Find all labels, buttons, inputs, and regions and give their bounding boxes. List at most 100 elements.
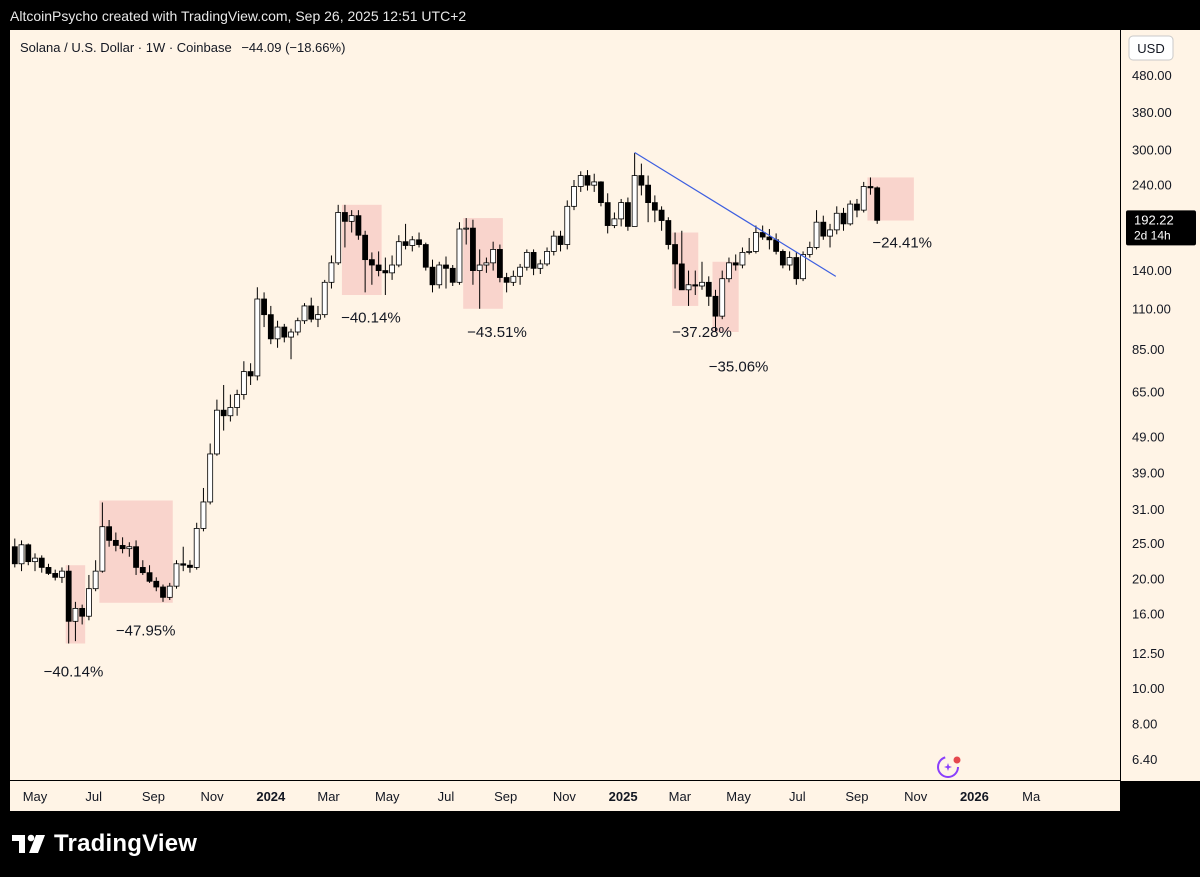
candle-down[interactable]: [503, 277, 510, 283]
candle-up[interactable]: [227, 407, 234, 417]
candle-up[interactable]: [126, 546, 133, 550]
candle-down[interactable]: [840, 212, 847, 225]
candle-up[interactable]: [699, 281, 705, 287]
candle-down[interactable]: [416, 239, 422, 245]
candle-up[interactable]: [59, 570, 65, 578]
candle-up[interactable]: [166, 585, 173, 598]
candle-down[interactable]: [557, 235, 564, 245]
candle-up[interactable]: [746, 251, 753, 253]
candle-down[interactable]: [779, 251, 786, 266]
candle-down[interactable]: [79, 607, 86, 617]
candle-down[interactable]: [449, 267, 456, 283]
candle-up[interactable]: [483, 262, 490, 266]
candle-down[interactable]: [766, 236, 773, 241]
candle-down[interactable]: [443, 264, 449, 269]
candle-down[interactable]: [133, 546, 139, 568]
candle-up[interactable]: [685, 284, 692, 291]
candle-up[interactable]: [254, 298, 261, 377]
candle-down[interactable]: [854, 203, 860, 211]
candle-up[interactable]: [571, 186, 577, 207]
candle-down[interactable]: [281, 326, 288, 338]
candle-up[interactable]: [517, 266, 523, 277]
candle-up[interactable]: [173, 563, 180, 587]
candle-up[interactable]: [321, 281, 328, 316]
candle-down[interactable]: [604, 202, 611, 226]
drawdown-box[interactable]: [463, 218, 503, 309]
currency-button[interactable]: [1128, 35, 1174, 61]
candle-down[interactable]: [106, 526, 113, 541]
candle-up[interactable]: [456, 228, 463, 283]
candle-up[interactable]: [739, 252, 746, 266]
chart-frame[interactable]: [10, 30, 1120, 811]
candle-down[interactable]: [672, 244, 678, 265]
candle-up[interactable]: [591, 181, 598, 186]
candle-up[interactable]: [490, 249, 497, 264]
candle-up[interactable]: [827, 229, 833, 237]
candle-up[interactable]: [328, 262, 335, 283]
candle-up[interactable]: [395, 241, 402, 266]
candle-up[interactable]: [409, 239, 416, 246]
candle-down[interactable]: [160, 586, 166, 598]
candle-up[interactable]: [523, 252, 530, 268]
candle-up[interactable]: [726, 262, 732, 280]
candle-down[interactable]: [422, 244, 429, 268]
candle-down[interactable]: [429, 266, 436, 286]
candle-up[interactable]: [86, 588, 92, 617]
candle-down[interactable]: [342, 212, 348, 222]
candle-down[interactable]: [584, 175, 591, 186]
candle-up[interactable]: [463, 227, 470, 230]
candle-up[interactable]: [476, 264, 483, 271]
candle-up[interactable]: [288, 331, 294, 338]
candle-up[interactable]: [564, 205, 571, 245]
candle-up[interactable]: [32, 557, 38, 563]
candle-down[interactable]: [645, 184, 652, 204]
candle-down[interactable]: [119, 545, 126, 550]
candle-up[interactable]: [240, 371, 247, 395]
candle-up[interactable]: [813, 221, 820, 248]
candle-up[interactable]: [537, 263, 544, 269]
candle-up[interactable]: [99, 526, 106, 572]
candle-down[interactable]: [470, 227, 476, 271]
candle-up[interactable]: [200, 501, 207, 529]
candle-up[interactable]: [436, 264, 443, 286]
candle-down[interactable]: [732, 262, 739, 266]
sparkle-icon[interactable]: [937, 756, 959, 778]
candle-down[interactable]: [153, 580, 160, 588]
candle-up[interactable]: [631, 175, 638, 227]
candle-up[interactable]: [800, 254, 806, 280]
candle-down[interactable]: [25, 544, 32, 563]
candle-down[interactable]: [530, 252, 537, 269]
candle-down[interactable]: [705, 281, 712, 297]
tradingview-logo[interactable]: TradingView: [12, 830, 197, 858]
candle-down[interactable]: [146, 572, 153, 582]
drawdown-box[interactable]: [341, 204, 382, 295]
candle-down[interactable]: [759, 232, 766, 238]
candle-down[interactable]: [625, 202, 631, 227]
candle-down[interactable]: [11, 546, 18, 565]
drawdown-box[interactable]: [672, 232, 699, 306]
candle-down[interactable]: [874, 187, 881, 221]
candle-up[interactable]: [544, 251, 550, 265]
candle-down[interactable]: [658, 209, 665, 221]
candle-down[interactable]: [820, 221, 827, 237]
candle-up[interactable]: [315, 314, 321, 320]
candle-up[interactable]: [92, 570, 99, 590]
candle-up[interactable]: [72, 607, 79, 622]
candle-up[interactable]: [348, 215, 355, 222]
candle-down[interactable]: [712, 295, 719, 317]
candle-up[interactable]: [577, 175, 584, 187]
candle-down[interactable]: [247, 371, 254, 377]
candle-down[interactable]: [665, 220, 672, 245]
candle-up[interactable]: [618, 202, 625, 220]
candle-down[interactable]: [638, 175, 645, 186]
candle-down[interactable]: [692, 284, 699, 287]
candle-up[interactable]: [860, 186, 867, 211]
candle-down[interactable]: [598, 181, 604, 204]
candle-down[interactable]: [793, 257, 800, 280]
candle-up[interactable]: [753, 232, 759, 252]
candle-down[interactable]: [651, 202, 658, 211]
candle-up[interactable]: [833, 212, 840, 231]
candle-down[interactable]: [65, 570, 72, 622]
candle-up[interactable]: [611, 218, 618, 226]
